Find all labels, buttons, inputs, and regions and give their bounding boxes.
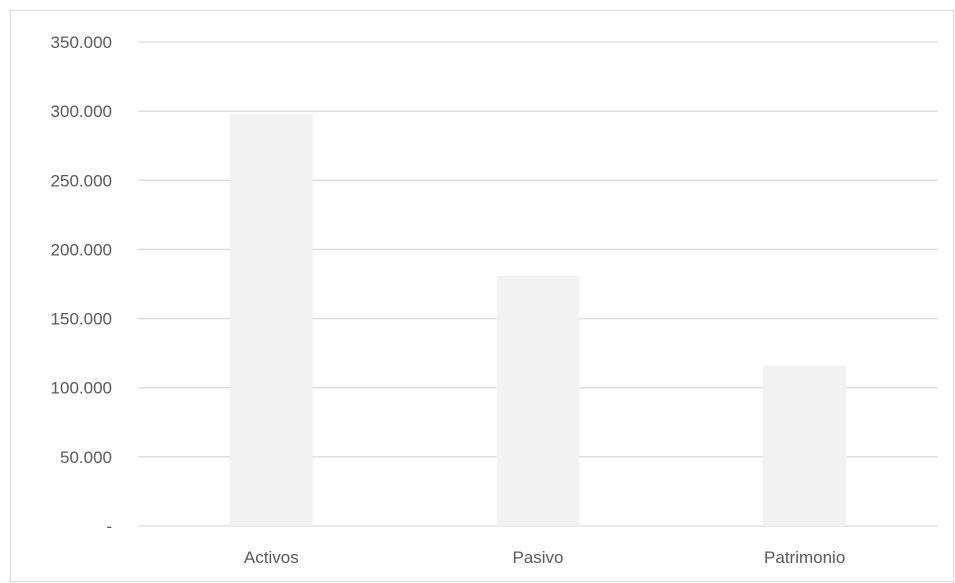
- y-axis-tick-labels: - 50.000 100.000 150.000 200.000 250.000 300.0…: [51, 33, 112, 536]
- x-category-label: Activos: [244, 548, 299, 567]
- bar-patrimonio: [763, 365, 847, 526]
- y-tick-label: 100.000: [51, 379, 112, 398]
- y-tick-label: 250.000: [51, 171, 112, 190]
- bar-pasivo: [496, 275, 580, 526]
- bars: [229, 113, 847, 526]
- x-axis-category-labels: Activos Pasivo Patrimonio: [244, 548, 845, 567]
- y-tick-label: 300.000: [51, 102, 112, 121]
- y-tick-label: -: [106, 517, 112, 536]
- bar-activos: [229, 113, 313, 526]
- y-tick-label: 200.000: [51, 240, 112, 259]
- y-tick-label: 50.000: [60, 448, 112, 467]
- x-category-label: Patrimonio: [764, 548, 845, 567]
- x-category-label: Pasivo: [512, 548, 563, 567]
- y-tick-label: 150.000: [51, 310, 112, 329]
- y-tick-label: 350.000: [51, 33, 112, 52]
